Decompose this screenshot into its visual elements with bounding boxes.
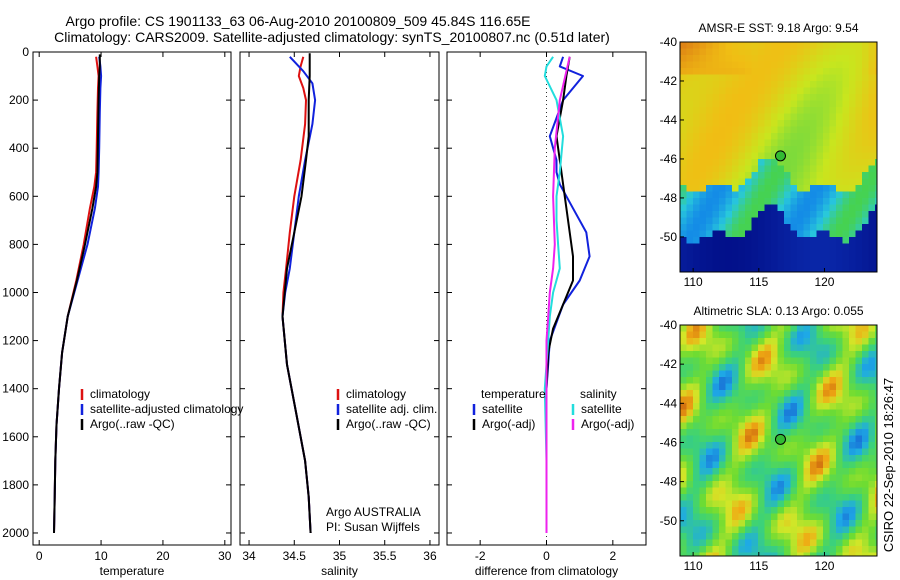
legend-entry: climatology — [90, 387, 150, 401]
map-field — [680, 325, 877, 556]
legend-entry: satellite — [482, 402, 523, 416]
x-tick-label: 120 — [814, 275, 834, 289]
series-line-salinity-satellite — [543, 56, 565, 533]
y-tick-label: -44 — [660, 113, 678, 127]
x-tick-label: 30 — [218, 549, 232, 563]
series-line-climatology — [281, 56, 312, 534]
x-tick-label: 2 — [609, 549, 616, 563]
y-tick-label: -50 — [660, 230, 678, 244]
x-tick-label: 10 — [94, 549, 108, 563]
y-tick-label: 1600 — [2, 430, 29, 444]
y-tick-label: 800 — [9, 237, 29, 251]
y-tick-label: -48 — [660, 191, 678, 205]
series-line-satellite-adjusted-climatology — [53, 56, 103, 534]
map-title: AMSR-E SST: 9.18 Argo: 9.54 — [698, 21, 858, 35]
y-tick-label: -48 — [660, 475, 678, 489]
series-line-argo-raw-qc- — [281, 53, 312, 534]
pi-label: PI: Susan Wijffels — [326, 520, 420, 534]
timestamp-stamp: CSIRO 22-Sep-2010 18:26:47 — [881, 378, 896, 552]
x-tick-label: 110 — [684, 275, 703, 289]
y-tick-label: 1400 — [2, 382, 29, 396]
y-tick-label: -46 — [660, 152, 678, 166]
x-tick-label: 35.5 — [373, 549, 397, 563]
y-tick-label: -40 — [660, 318, 678, 332]
series-line-salinity-argo-adj- — [545, 56, 571, 533]
y-tick-label: -42 — [660, 357, 678, 371]
argo-location-marker — [774, 150, 786, 162]
y-tick-label: 1000 — [2, 285, 29, 299]
y-tick-label: -50 — [660, 514, 678, 528]
y-tick-label: -42 — [660, 74, 678, 88]
figure-title-line1: Argo profile: CS 1901133_63 06-Aug-2010 … — [66, 13, 531, 29]
temperature-profile-panel: 0 10 20 30 temperature 0 200 400 600 800 1000 1200 1… — [2, 45, 243, 578]
series-line-argo-raw-qc- — [53, 54, 101, 534]
x-axis-label: salinity — [321, 564, 358, 578]
axes-frame — [32, 51, 232, 546]
series-line-climatology — [53, 56, 100, 534]
legend-entry: climatology — [346, 387, 406, 401]
x-axis-label: difference from climatology — [475, 564, 618, 578]
y-tick-label: 600 — [9, 189, 29, 203]
legend-entry: satellite adj. clim. — [346, 402, 437, 416]
x-tick-label: 0 — [543, 549, 550, 563]
legend-heading: temperature — [481, 387, 546, 401]
legend-entry: Argo(-adj) — [581, 417, 634, 431]
legend-entry: Argo(..raw -QC) — [90, 417, 175, 431]
argo-australia-label: Argo AUSTRALIA — [326, 505, 421, 519]
x-tick-label: 115 — [749, 559, 768, 573]
figure-title-line2: Climatology: CARS2009. Satellite-adjuste… — [54, 29, 610, 45]
sst-map-panel: AMSR-E SST: 9.18 Argo: 9.54 110 115 120 -40 -… — [660, 21, 878, 289]
x-tick-label: -2 — [475, 549, 486, 563]
series-line-satellite-adj-clim- — [281, 56, 317, 534]
argo-location-marker — [774, 433, 786, 445]
legend-heading: salinity — [580, 387, 617, 401]
salinity-profile-panel: 34 34.5 35 35.5 36 salinity climatologysatelli… — [239, 51, 440, 578]
legend-entry: satellite — [581, 402, 622, 416]
y-tick-label: -44 — [660, 396, 678, 410]
sla-map-panel: Altimetric SLA: 0.13 Argo: 0.055 110 115 12… — [660, 304, 878, 573]
axes-frame — [239, 51, 440, 546]
x-tick-label: 0 — [36, 549, 43, 563]
legend-entry: satellite-adjusted climatology — [90, 402, 243, 416]
y-tick-label: 2000 — [2, 526, 29, 540]
x-tick-label: 36 — [423, 549, 437, 563]
x-tick-label: 34 — [242, 549, 256, 563]
y-tick-label: 0 — [22, 45, 29, 59]
y-tick-label: 1200 — [2, 334, 29, 348]
y-tick-label: -40 — [660, 35, 678, 49]
y-tick-label: -46 — [660, 435, 678, 449]
x-tick-label: 34.5 — [283, 549, 307, 563]
map-field — [680, 42, 877, 272]
legend-entry: Argo(-adj) — [482, 417, 535, 431]
y-tick-label: 200 — [9, 93, 29, 107]
map-frame — [679, 324, 878, 557]
x-tick-label: 115 — [749, 275, 768, 289]
x-tick-label: 120 — [814, 559, 834, 573]
x-tick-label: 110 — [684, 559, 703, 573]
x-tick-label: 35 — [333, 549, 347, 563]
legend-entry: Argo(..raw -QC) — [346, 417, 431, 431]
x-tick-label: 20 — [156, 549, 170, 563]
map-title: Altimetric SLA: 0.13 Argo: 0.055 — [693, 304, 863, 318]
y-tick-label: 1800 — [2, 478, 29, 492]
map-frame — [679, 41, 878, 273]
y-tick-label: 400 — [9, 141, 29, 155]
x-axis-label: temperature — [100, 564, 165, 578]
